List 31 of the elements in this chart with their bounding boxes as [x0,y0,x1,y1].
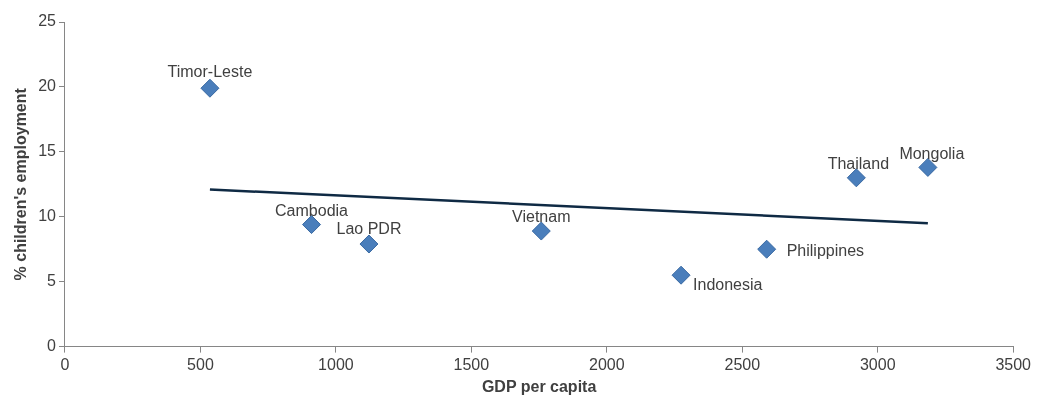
x-tick-label: 1000 [318,355,354,373]
x-tick-label: 3500 [995,355,1032,373]
annotation: Indonesia [693,275,763,293]
annotation: Vietnam [512,208,571,226]
point [531,221,551,241]
annotation: Timor-Leste [167,62,253,80]
y-tick-label: 0 [47,337,57,355]
point [302,215,322,235]
annotation: Mongolia [899,144,965,162]
x-axis-title: GDP per capita [481,377,597,395]
point [359,234,379,254]
x-tick-label: 1500 [453,355,490,373]
y-tick-label: 5 [47,272,57,290]
x-tick-label: 3000 [859,355,896,373]
annotation: Lao PDR [336,220,402,238]
point [200,78,220,98]
point [846,168,866,188]
x-tick-label: 2000 [589,355,625,373]
y-tick-label: 25 [38,12,57,30]
point [757,239,777,259]
x-tick-label: 0 [60,355,70,373]
y-tick-label: 20 [38,77,57,95]
y-axis-title: % children's employment [12,87,30,281]
x-tick-label: 2500 [724,355,761,373]
annotation: Philippines [786,241,865,259]
annotation: Cambodia [275,201,349,219]
x-tick-label: 500 [187,355,214,373]
y-tick-label: 10 [38,207,57,225]
annotation: Thailand [827,155,890,173]
y-tick-label: 15 [38,142,57,160]
point [671,265,691,285]
